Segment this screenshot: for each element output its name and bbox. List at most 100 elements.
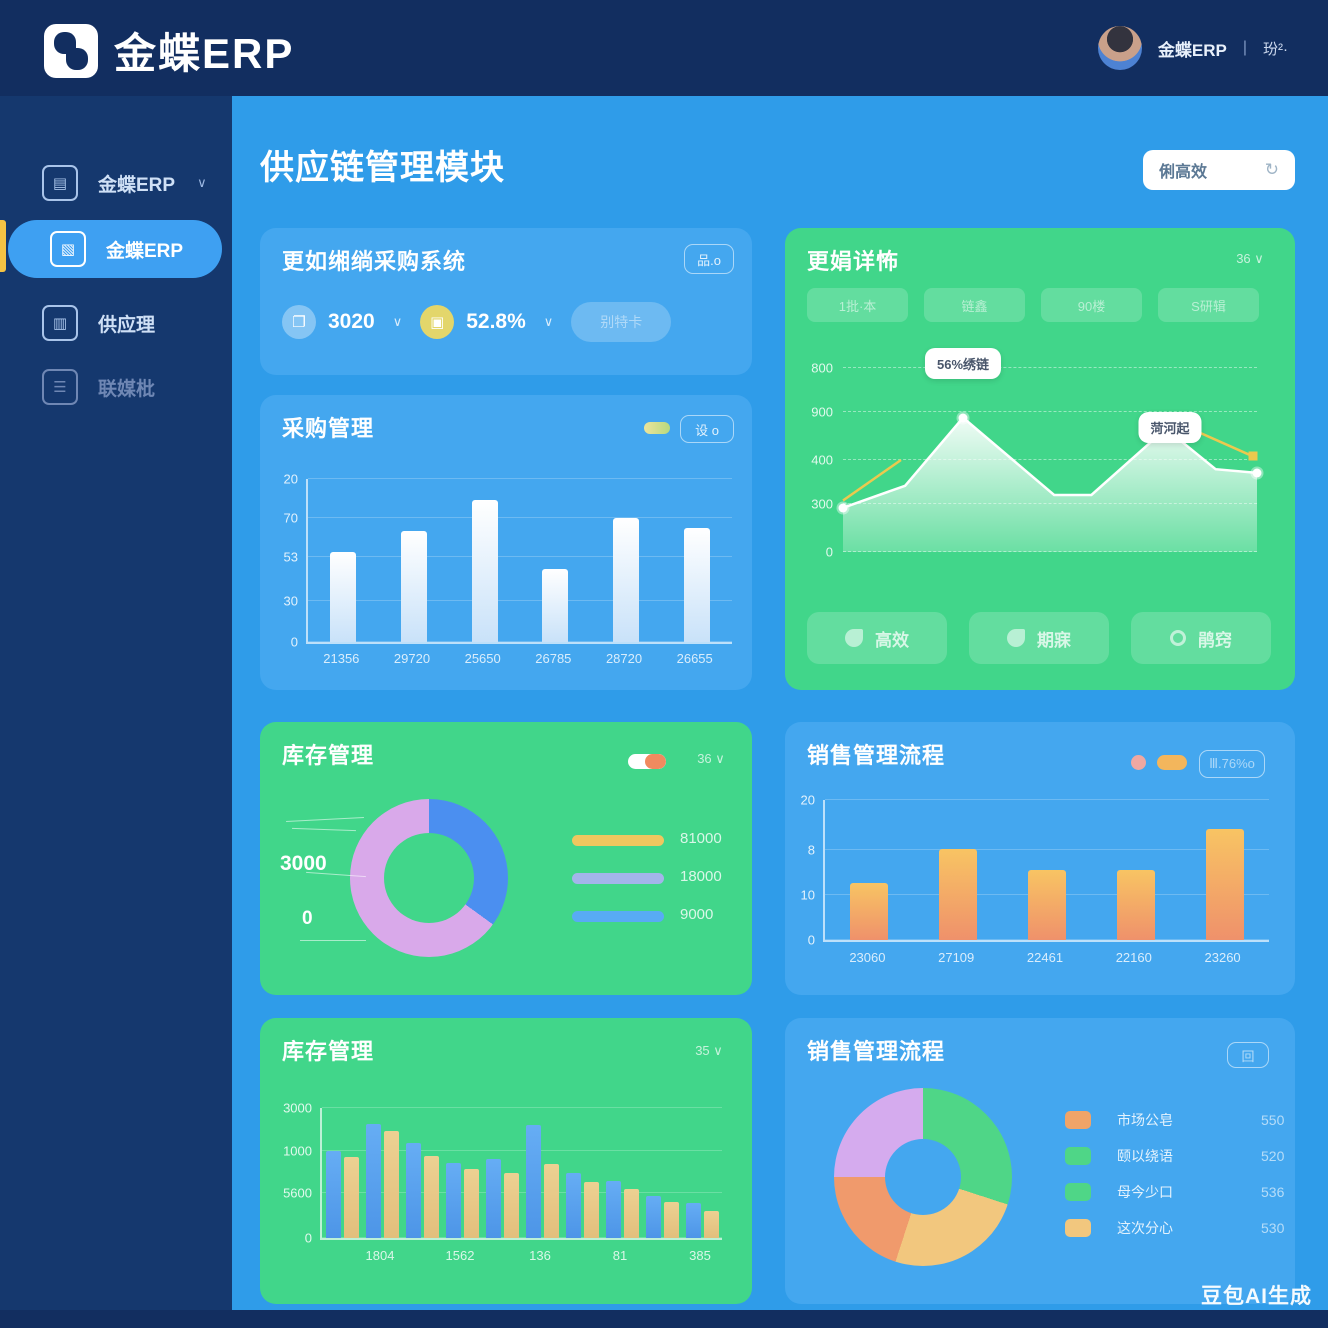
- chevron-down-icon[interactable]: ∨: [543, 314, 554, 329]
- bar: [850, 882, 889, 940]
- sidebar-item-label: 金蝶ERP: [98, 174, 176, 196]
- sidebar-item-contact[interactable]: ☰ 联媒枇: [0, 358, 232, 416]
- sketch-line: [292, 827, 356, 832]
- box-select-icon[interactable]: ▣: [420, 305, 455, 339]
- card-title: 更如缃绱采购系统: [282, 249, 467, 274]
- bar: [471, 500, 498, 642]
- chevron-down-icon[interactable]: ∨: [392, 314, 403, 329]
- card-badge-button[interactable]: Ⅲ.76%o: [1199, 750, 1265, 778]
- filter-chip[interactable]: 链鑫: [924, 288, 1025, 322]
- legend-pill-orange: [1157, 755, 1187, 770]
- doc-select-icon[interactable]: ❐: [282, 305, 316, 339]
- action-button[interactable]: 期寐: [969, 612, 1109, 664]
- bar-tan: [663, 1201, 679, 1238]
- header-divider: |: [1242, 39, 1247, 56]
- gridline: [308, 600, 732, 602]
- y-tick-label: 0: [304, 1230, 312, 1246]
- legend-bar-periwinkle: [572, 873, 664, 884]
- sidebar-item-supply[interactable]: ▥ 供应理: [0, 294, 232, 352]
- gridline: [322, 1107, 722, 1108]
- card-inventory-donut: 库存管理 36 ∨ 3000 0 81000 18000 9000: [260, 722, 752, 995]
- bar-group: [645, 1108, 679, 1238]
- bar-tan: [463, 1169, 479, 1238]
- sales-donut-chart: [834, 1088, 1012, 1266]
- sidebar-item-label: 金蝶ERP: [106, 240, 184, 262]
- bar-chart: 20 70 53 30 0: [284, 472, 732, 650]
- button-label: 鹃窍: [1198, 630, 1232, 650]
- module-icon: ▧: [50, 231, 86, 267]
- x-tick-label: [320, 1248, 360, 1263]
- card-title: 采购管理: [282, 416, 375, 441]
- bottom-strip: [0, 1310, 1328, 1328]
- y-tick-label: 300: [811, 496, 833, 512]
- select-value[interactable]: 3020: [328, 310, 375, 333]
- data-point-dot: [958, 413, 968, 423]
- card-procurement-mgmt: 采购管理 设 o 20 70 53 30 0 21356 29720 25650 26785 2…: [260, 395, 752, 690]
- x-tick-label: [640, 1248, 680, 1263]
- select-value[interactable]: 52.8%: [466, 310, 526, 333]
- trend-end-marker: [1248, 451, 1258, 461]
- gridline: [322, 1149, 722, 1151]
- user-name: 金蝶ERP: [1157, 40, 1227, 60]
- bar-blue: [365, 1123, 381, 1238]
- legend-chip: [1065, 1111, 1091, 1129]
- card-badge-button[interactable]: 35 ∨: [695, 1043, 723, 1058]
- card-badge-button[interactable]: 品.o: [684, 244, 734, 274]
- chart-tooltip: 56%绣链: [925, 348, 1002, 379]
- legend-row: 颐以绕语 520: [1065, 1146, 1284, 1166]
- bar: [1205, 829, 1244, 940]
- refresh-button[interactable]: 俐高效 ↻: [1143, 150, 1295, 190]
- bar: [401, 531, 427, 642]
- bar-blue: [325, 1150, 341, 1238]
- bar-tan: [503, 1173, 519, 1238]
- gridline: [843, 459, 1257, 460]
- legend-row: 母今少口 536: [1065, 1182, 1284, 1202]
- list-icon: ☰: [42, 369, 78, 405]
- active-item-accent-bar: [0, 220, 6, 272]
- action-button[interactable]: 鹃窍: [1131, 612, 1271, 664]
- refresh-label: 俐高效: [1159, 164, 1208, 181]
- gridline: [843, 411, 1257, 413]
- bar-tan: [383, 1131, 399, 1238]
- chart-tooltip: 菏河起: [1138, 412, 1202, 443]
- legend-label: 这次分心: [1117, 1220, 1173, 1236]
- sketch-line: [286, 816, 364, 823]
- legend-value: 18000: [680, 868, 722, 885]
- x-tick-label: 23260: [1204, 950, 1241, 965]
- sidebar-item-erp-top[interactable]: ▤ 金蝶ERP ∨: [0, 154, 232, 212]
- card-badge-button[interactable]: 36 ∨: [1236, 251, 1264, 266]
- document-icon: ▤: [42, 165, 78, 201]
- card-badge-button[interactable]: 36 ∨: [697, 751, 725, 766]
- main-content: 供应链管理模块 俐高效 ↻ 更如缃绱采购系统 品.o ❐ 3020 ∨ ▣ 52…: [232, 96, 1328, 1310]
- bar-group: [445, 1108, 479, 1238]
- filter-input[interactable]: 别特卡: [571, 302, 672, 342]
- grouped-bar-chart: 3000 1000 5600 0: [283, 1101, 722, 1246]
- card-badge-button[interactable]: 回: [1227, 1042, 1269, 1068]
- bar-tan: [583, 1182, 599, 1238]
- legend-value: 530: [1261, 1220, 1285, 1236]
- bar-blue: [685, 1202, 701, 1238]
- bar-blue: [645, 1196, 661, 1238]
- filter-chip[interactable]: 90楼: [1041, 288, 1142, 322]
- sidebar-item-erp-active[interactable]: ▧ 金蝶ERP: [8, 220, 222, 278]
- toggle-switch[interactable]: [628, 754, 666, 769]
- sidebar-item-label: 联媒枇: [98, 378, 156, 400]
- legend-value: 9000: [680, 906, 714, 923]
- action-button[interactable]: 高效: [807, 612, 947, 664]
- legend-bar-blue: [572, 911, 664, 922]
- y-tick-label: 70: [283, 510, 298, 526]
- bar-group: [605, 1108, 639, 1238]
- y-tick-label: 800: [811, 360, 833, 376]
- y-tick-label: 30: [283, 593, 298, 609]
- filter-chip[interactable]: 1批·本: [807, 288, 908, 322]
- bar-blue: [565, 1173, 581, 1238]
- button-label: 期寐: [1037, 630, 1071, 650]
- user-avatar[interactable]: [1097, 26, 1142, 70]
- bar-blue: [485, 1158, 501, 1238]
- bar: [330, 552, 357, 642]
- gridline: [322, 1191, 722, 1193]
- card-sales-bars: 销售管理流程 Ⅲ.76%o 20 8 10 0 23060 27109 22461 2216…: [785, 722, 1295, 995]
- card-badge-button[interactable]: 设 o: [680, 415, 734, 443]
- filter-chip[interactable]: S研辑: [1158, 288, 1259, 322]
- kingdee-logo-icon: [44, 23, 98, 78]
